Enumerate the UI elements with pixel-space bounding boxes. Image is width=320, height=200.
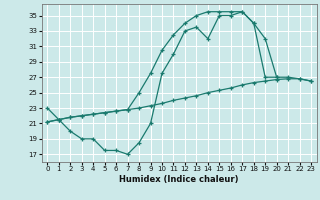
X-axis label: Humidex (Indice chaleur): Humidex (Indice chaleur) [119,175,239,184]
